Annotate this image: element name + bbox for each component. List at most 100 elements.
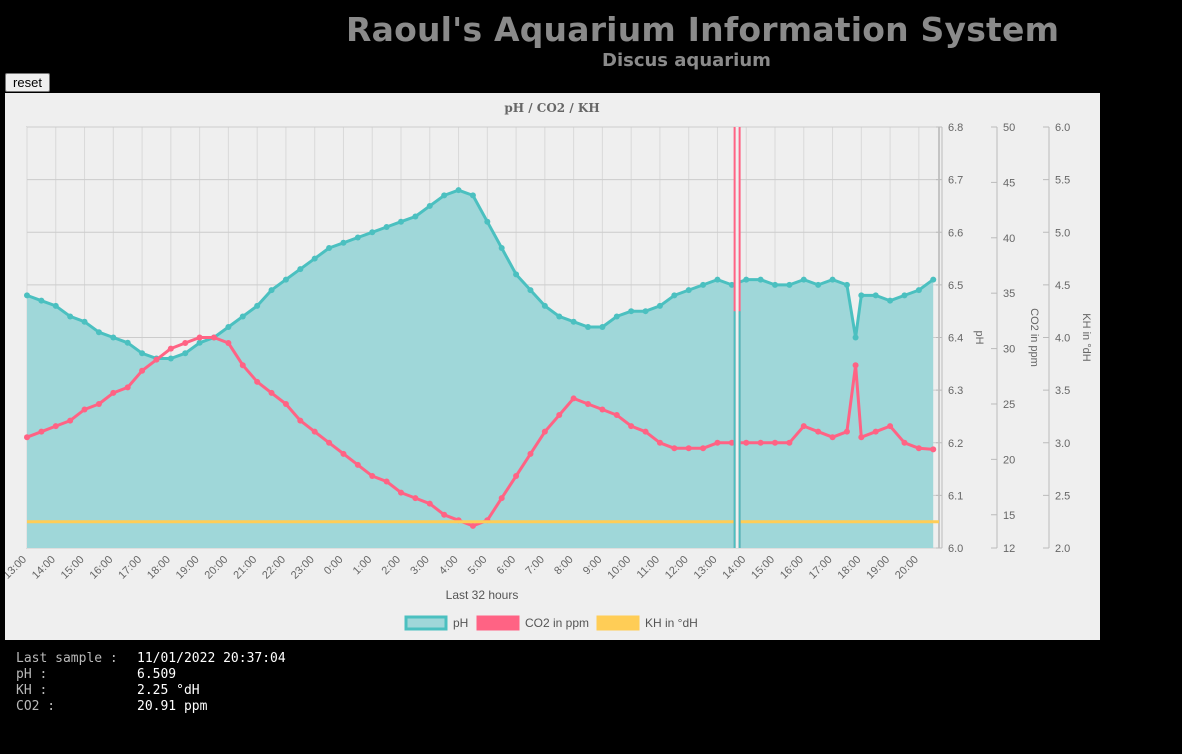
y-tick-label-co2: 45 [1003,177,1015,189]
data-point-co2 [901,439,908,446]
data-point-co2 [398,489,405,496]
data-point-co2 [153,356,160,363]
y-tick-label-kh: 5.0 [1055,227,1070,239]
data-point-co2 [268,389,275,396]
x-tick-label: 23:00 [289,554,317,582]
data-point-co2 [843,428,850,435]
data-point-co2 [239,362,246,369]
y-tick-label-kh: 3.0 [1055,438,1070,450]
data-point-ph [139,350,146,357]
reset-button[interactable]: reset [5,73,50,92]
data-point-ph [887,297,894,304]
chart-svg[interactable]: 13:00 14:00 15:00 16:00 17:00 18:00 19:00 20:00… [5,93,1100,640]
data-point-ph [254,302,261,309]
data-point-co2 [800,423,807,430]
data-point-co2 [714,439,721,446]
data-point-co2 [671,445,678,452]
legend-item-ph[interactable]: pH [404,615,468,631]
info-row-last-sample: Last sample : 11/01/2022 20:37:04 [16,651,286,667]
data-point-ph [700,281,707,288]
data-point-ph [297,266,304,273]
y-tick-label-kh: 5.5 [1055,175,1070,187]
data-point-ph [585,323,592,330]
y-tick-label-ph: 6.1 [948,490,963,502]
y-tick-label-ph: 6.6 [948,227,963,239]
info-value-kh: 2.25 °dH [137,683,200,698]
data-point-co2 [570,395,577,402]
data-point-ph [67,313,74,320]
legend-item-co2[interactable]: CO2 in ppm [476,615,589,631]
legend-item-kh[interactable]: KH in °dH [596,615,698,631]
x-tick-label: 13:00 [692,554,720,582]
data-point-ph [369,229,376,236]
x-tick-label: 20:00 [203,554,231,582]
x-tick-label: 19:00 [864,554,892,582]
data-point-ph [728,281,735,288]
x-tick-label: 5:00 [466,554,490,578]
y-axis-label-kh: KH in °dH [1080,313,1092,361]
data-point-co2 [67,417,74,424]
data-point-ph [800,276,807,283]
legend-label-ph: pH [453,616,468,630]
data-point-ph [469,192,476,199]
data-point-co2 [426,500,433,507]
info-row-ph: pH : 6.509 [16,667,286,683]
data-point-ph [52,302,59,309]
y-tick-label-co2: 30 [1003,344,1015,356]
chart-panel: 13:00 14:00 15:00 16:00 17:00 18:00 19:00 20:00… [5,93,1100,640]
y-tick-label-ph: 6.5 [948,280,963,292]
data-point-co2 [757,439,764,446]
data-point-ph [340,239,347,246]
data-point-ph [268,287,275,294]
data-point-co2 [196,334,203,341]
data-point-co2 [613,412,620,419]
data-point-co2 [915,445,922,452]
legend-label-co2: CO2 in ppm [525,616,589,630]
y-tick-label-kh: 3.5 [1055,385,1070,397]
data-point-co2 [81,406,88,413]
y-tick-label-co2: 50 [1003,122,1015,134]
data-point-ph [38,297,45,304]
x-tick-label: 18:00 [835,554,863,582]
data-point-co2 [282,400,289,407]
data-point-co2 [139,367,146,374]
data-point-co2 [585,400,592,407]
data-point-ph [541,302,548,309]
data-point-co2 [872,428,879,435]
data-point-co2 [599,406,606,413]
data-point-ph [282,276,289,283]
x-tick-label: 14:00 [720,554,748,582]
legend-swatch-kh [596,615,640,631]
data-point-ph [426,202,433,209]
data-point-ph [556,313,563,320]
data-point-co2 [167,345,174,352]
data-point-ph [829,276,836,283]
y-axis-label-ph: pH [973,330,985,344]
data-point-ph [527,287,534,294]
data-point-ph [398,218,405,225]
data-point-co2 [95,400,102,407]
y-tick-label-ph: 6.0 [948,543,963,555]
x-tick-label: 7:00 [523,554,547,578]
data-point-co2 [441,511,448,518]
data-point-co2 [852,362,859,369]
data-point-ph [714,276,721,283]
legend-swatch-co2 [476,615,520,631]
x-tick-label: 2:00 [379,554,403,578]
data-point-ph [441,192,448,199]
data-point-ph [599,323,606,330]
x-tick-label: 16:00 [87,554,115,582]
data-point-co2 [124,384,131,391]
data-point-co2 [772,439,779,446]
data-point-ph [484,218,491,225]
data-point-ph [671,292,678,299]
data-point-co2 [24,434,30,441]
data-point-ph [24,292,30,299]
info-value-ph: 6.509 [137,667,177,682]
data-point-co2 [326,439,333,446]
data-point-co2 [628,423,635,430]
info-label: CO2 : [16,699,56,714]
x-tick-label: 8:00 [552,554,576,578]
data-point-co2 [685,445,692,452]
chart-legend[interactable]: pH CO2 in ppm KH in °dH [404,615,698,631]
